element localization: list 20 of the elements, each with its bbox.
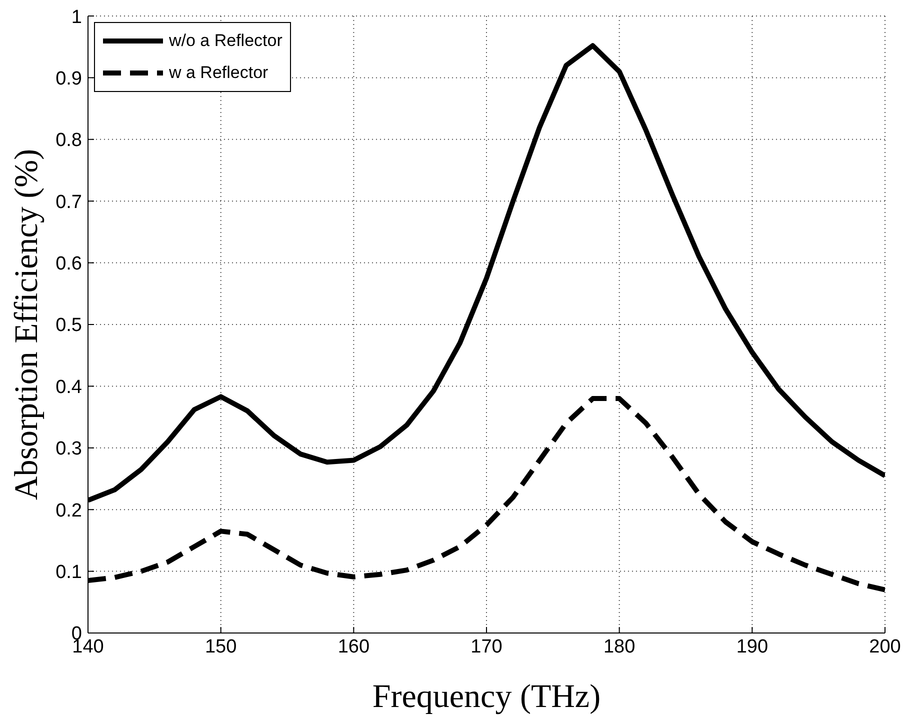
x-tick-label: 160 bbox=[338, 636, 370, 658]
y-axis-title: Absorption Efficiency (%) bbox=[9, 148, 45, 500]
y-tick-label: 0.4 bbox=[56, 376, 82, 398]
y-tick-label: 0.7 bbox=[56, 192, 82, 213]
y-tick-label: 0.6 bbox=[56, 254, 82, 275]
y-tick-label: 0.1 bbox=[56, 562, 82, 584]
x-tick-label: 150 bbox=[204, 636, 237, 658]
y-tick-label: 0.2 bbox=[56, 500, 82, 522]
x-tick-label: 180 bbox=[603, 636, 636, 658]
x-tick-label: 170 bbox=[470, 636, 502, 658]
x-axis-title: Frequency (THz) bbox=[372, 679, 601, 715]
x-tick-label: 200 bbox=[869, 636, 901, 658]
y-tick-label: 0.8 bbox=[56, 130, 82, 152]
y-tick-label: 0.9 bbox=[56, 68, 82, 90]
y-tick-label: 1 bbox=[71, 6, 82, 28]
legend-label: w/o a Reflector bbox=[169, 31, 282, 51]
y-tick-label: 0.5 bbox=[56, 315, 82, 336]
x-tick-label: 190 bbox=[736, 636, 768, 658]
legend-label: w a Reflector bbox=[169, 63, 268, 83]
y-tick-label: 0.3 bbox=[56, 438, 82, 460]
